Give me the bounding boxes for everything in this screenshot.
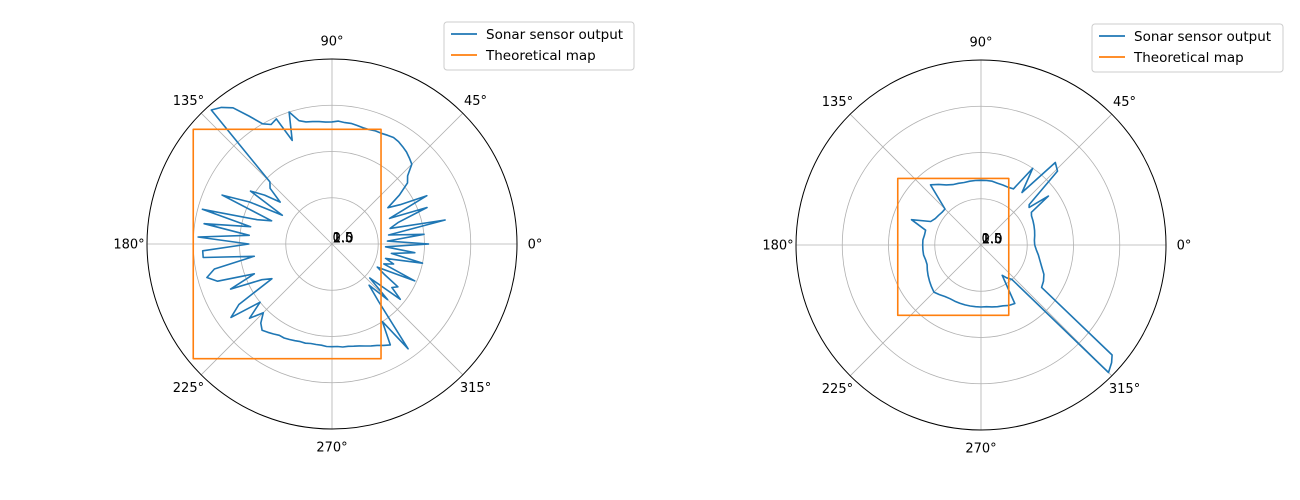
radial-tick-label: 0.5 (333, 231, 354, 246)
angle-tick-label: 0° (1177, 239, 1192, 254)
radial-tick-label: 2.0 (982, 233, 1003, 248)
angular-gridline (200, 243, 333, 376)
angle-tick-label: 270° (316, 441, 347, 456)
series-line-1 (197, 106, 446, 350)
polar-chart-1: 0° 45° 90° 135° 180° 225° 270° 315° 0.51.01.52.0… (113, 21, 635, 456)
legend-label: Theoretical map (485, 48, 596, 64)
angle-tick-label: 225° (173, 381, 204, 396)
radial-tick-label: 1.0 (982, 233, 1003, 248)
legend-label: Theoretical map (1133, 50, 1244, 66)
angle-tick-label: 180° (762, 239, 793, 254)
angle-tick-label: 315° (1109, 382, 1140, 397)
legend-label: Sonar sensor output (486, 27, 623, 43)
polar-chart-2: 0° 45° 90° 135° 180° 225° 270° 315° 0.51.01.52.0… (762, 23, 1284, 457)
series-line-1 (910, 161, 1113, 374)
angle-tick-label: 270° (965, 442, 996, 457)
radial-tick-label: 2.0 (333, 232, 354, 247)
legend-box (443, 21, 635, 71)
angle-tick-label: 135° (173, 94, 204, 109)
legend-box (1091, 23, 1284, 73)
series-line-2 (896, 177, 1010, 317)
angular-gridline (849, 113, 982, 246)
radial-tick-label: 1.0 (333, 232, 354, 247)
radial-tick-label: 1.5 (982, 232, 1003, 247)
legend: Sonar sensor output Theoretical map (1091, 23, 1284, 73)
angular-gridline (849, 244, 982, 377)
angle-tick-label: 180° (113, 238, 144, 253)
legend-label: Sonar sensor output (1134, 29, 1271, 45)
angle-tick-label: 45° (464, 94, 487, 109)
angle-tick-label: 315° (460, 381, 491, 396)
angular-gridline (980, 113, 1113, 246)
angle-tick-label: 135° (822, 95, 853, 110)
radial-tick-label: 0.5 (982, 232, 1003, 247)
polar-frame (795, 59, 1167, 431)
angle-tick-label: 90° (969, 36, 992, 51)
angle-tick-label: 90° (320, 35, 343, 50)
angular-gridline (331, 243, 464, 376)
polar-frame (146, 58, 518, 430)
angle-tick-label: 0° (528, 238, 543, 253)
angle-tick-label: 225° (822, 382, 853, 397)
series-line-2 (192, 128, 382, 360)
radial-tick-label: 1.5 (333, 231, 354, 246)
legend: Sonar sensor output Theoretical map (443, 21, 635, 71)
angle-tick-label: 45° (1113, 95, 1136, 110)
angular-gridline (331, 112, 464, 245)
